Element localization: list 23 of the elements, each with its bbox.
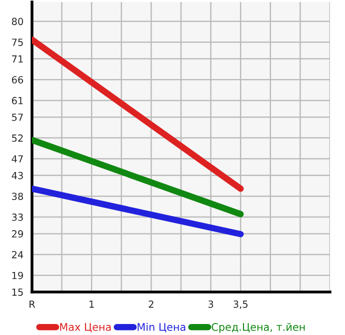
y-tick-label: 43 (12, 172, 23, 180)
x-tick-label: R (30, 300, 36, 308)
y-tick-label: 47 (12, 155, 23, 162)
x-tick-label: 3,5 (234, 300, 248, 309)
x-tick-label: 2 (148, 300, 154, 308)
y-tick-label: 15 (12, 288, 23, 296)
y-tick-label: 33 (12, 214, 23, 221)
y-tick-label: 80 (12, 18, 24, 26)
y-tick-label: 24 (12, 251, 24, 258)
y-tick-label: 19 (12, 272, 23, 280)
x-tick-label: 1 (90, 300, 94, 308)
legend-label: Сред.Цена, т.йен (212, 322, 305, 333)
y-tick-label: 75 (12, 38, 23, 46)
y-tick-label: 61 (12, 96, 23, 104)
legend-label: Max Цена (60, 323, 111, 332)
y-tick-label: 29 (12, 230, 23, 238)
x-tick-label: 3 (208, 300, 214, 308)
y-tick-label: 38 (12, 192, 23, 200)
y-tick-label: 57 (12, 114, 23, 121)
y-tick-label: 66 (12, 76, 24, 84)
y-tick-label: 52 (12, 134, 23, 142)
legend-label: Min Цена (138, 322, 186, 332)
y-tick-label: 71 (12, 55, 23, 62)
